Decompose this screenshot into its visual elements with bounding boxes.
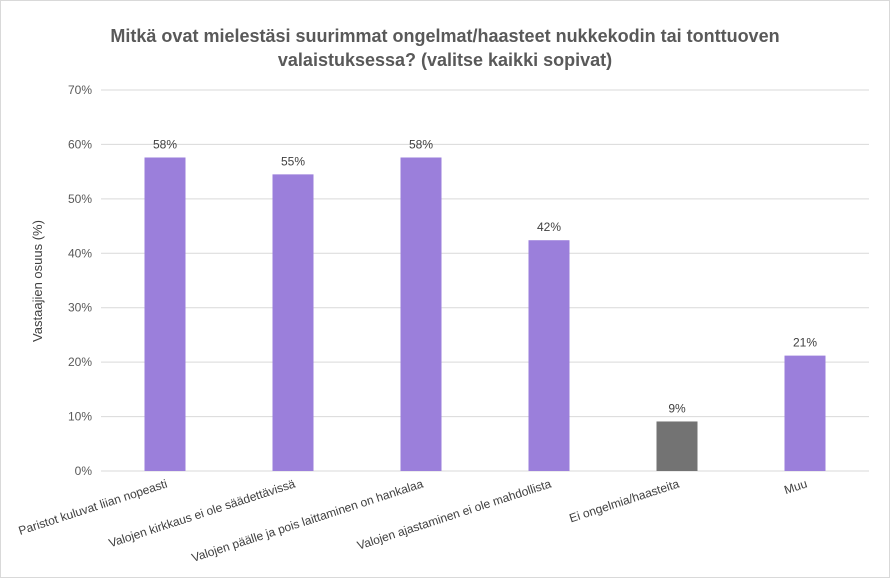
data-label: 58% (409, 137, 433, 151)
data-labels: 58% 55% 58% 42% 9% 21% (153, 137, 817, 415)
y-tick-label: 0% (75, 464, 93, 478)
x-category-label: Ei ongelmia/haasteita (567, 476, 681, 525)
y-tick-label: 60% (68, 137, 92, 151)
data-label: 9% (668, 401, 686, 415)
data-label: 55% (281, 154, 305, 168)
chart-title: Mitkä ovat mielestäsi suurimmat ongelmat… (110, 26, 779, 70)
chart-title-line-2: valaistuksessa? (valitse kaikki sopivat) (278, 50, 612, 70)
chart-title-line-1: Mitkä ovat mielestäsi suurimmat ongelmat… (110, 26, 779, 46)
x-category-label: Valojen päälle ja pois laittaminen on ha… (190, 476, 425, 564)
y-tick-label: 20% (68, 355, 92, 369)
bar (400, 157, 442, 471)
data-label: 58% (153, 137, 177, 151)
y-axis-ticks: 0% 10% 20% 30% 40% 50% 60% 70% (68, 83, 92, 478)
y-tick-label: 40% (68, 246, 92, 260)
bar (656, 421, 698, 471)
gridlines (101, 89, 869, 472)
bar (144, 157, 186, 471)
data-label: 42% (537, 220, 561, 234)
y-axis-title: Vastaajien osuus (%) (30, 220, 45, 342)
bar (272, 174, 314, 471)
x-category-label: Muu (782, 477, 809, 498)
y-tick-label: 70% (68, 83, 92, 97)
data-label: 21% (793, 336, 817, 350)
y-tick-label: 30% (68, 301, 92, 315)
y-tick-label: 50% (68, 192, 92, 206)
y-tick-label: 10% (68, 410, 92, 424)
bar (528, 240, 570, 471)
bars (144, 157, 826, 471)
bar (784, 355, 826, 471)
